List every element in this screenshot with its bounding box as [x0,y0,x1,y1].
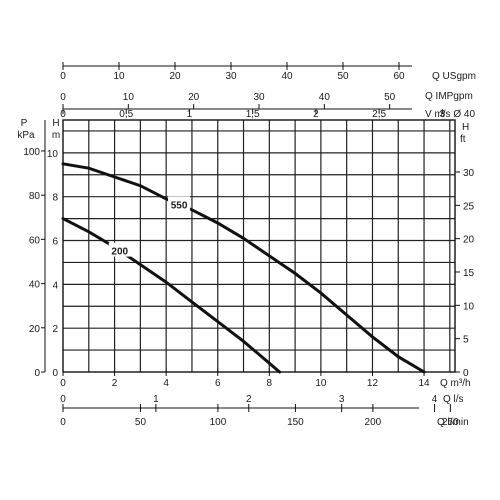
curve-label-550: 550 [171,200,188,211]
pressure-unit-label-line1: P [21,118,28,129]
flow-ls-axis-tick-label: 3 [339,394,345,405]
head-m-axis-tick-label: 2 [52,324,58,335]
velocity-axis-tick-label: 2 [313,109,319,120]
impgpm-axis-tick-label: 20 [188,92,200,103]
flow-lmin-unit-label: Q l/min [437,417,469,428]
flow-lmin-axis-tick-label: 250 [442,417,459,428]
flow-ls-axis-tick-label: 1 [153,394,159,405]
pressure-unit-label-line2: kPa [17,130,35,141]
head-m-axis-tick-label: 6 [52,237,58,248]
labels-layer: 0 10 20 30 40 50 600 10 20 30 40 500 0,5 1 1,5 2 2,5 3Q U… [17,71,476,428]
velocity-axis-tick-label: 1 [187,109,193,120]
impgpm-unit-label: Q IMPgpm [425,91,473,102]
usgpm-axis-tick-label: 10 [113,71,125,82]
velocity-axis-tick-label: 2,5 [372,109,386,120]
head-ft-unit-label-line1: H [462,122,469,133]
flow-ls-axis-tick-label: 2 [246,394,252,405]
usgpm-axis-tick-label: 30 [225,71,237,82]
flow-m3h-unit-label: Q m³/h [440,378,471,389]
flow-m3h-axis-tick-label: 12 [367,378,379,389]
flow-lmin-axis-tick-label: 100 [210,417,227,428]
head-ft-axis-tick-label: 0 [463,368,469,379]
head-ft-axis-tick-label: 10 [463,301,475,312]
curve-label-bg-200 [108,242,131,257]
velocity-axis-tick-label: 0 [60,109,66,120]
pressure-axis-tick-label: 60 [29,235,41,246]
flow-m3h-axis-tick-label: 0 [60,378,66,389]
usgpm-axis-tick-label: 40 [281,71,293,82]
flow-m3h-axis-tick-label: 2 [112,378,118,389]
curve-200 [61,217,282,374]
velocity-axis-tick-label: 0,5 [119,109,133,120]
head-ft-unit-label-line2: ft [460,134,466,145]
flow-lmin-axis-tick-label: 50 [135,417,147,428]
curves-layer [61,162,426,374]
pressure-axis-tick-label: 100 [23,147,40,158]
flow-m3h-axis-tick-label: 4 [163,378,169,389]
axes-layer [41,62,460,412]
pressure-axis-tick-label: 40 [29,280,41,291]
flow-m3h-axis-tick-label: 6 [215,378,221,389]
pressure-axis-tick-label: 20 [29,324,41,335]
head-m-unit-label-line2: m [52,130,60,141]
usgpm-axis-tick-label: 0 [60,71,66,82]
flow-lmin-axis-tick-label: 150 [287,417,304,428]
flow-m3h-axis-tick-label: 14 [418,378,430,389]
usgpm-axis-tick-label: 60 [393,71,405,82]
pressure-axis-tick-label: 80 [29,191,41,202]
flow-m3h-axis-tick-label: 8 [267,378,273,389]
grid-layer [62,119,456,373]
usgpm-axis-tick-label: 50 [337,71,349,82]
head-m-unit-label-line1: H [52,118,59,129]
impgpm-axis-tick-label: 10 [123,92,135,103]
curve-label-bg-550 [168,196,191,211]
flow-lmin-axis-tick-label: 200 [365,417,382,428]
flow-lmin-axis-tick-label: 0 [60,417,66,428]
head-ft-axis-tick-label: 30 [463,168,475,179]
head-ft-axis-tick-label: 5 [463,335,469,346]
impgpm-axis-tick-label: 50 [384,92,396,103]
head-m-axis-tick-label: 10 [47,149,59,160]
head-m-axis-tick-label: 0 [52,368,58,379]
head-ft-axis-tick-label: 25 [463,201,475,212]
head-m-axis-tick-label: 8 [52,193,58,204]
flow-ls-axis-tick-label: 0 [60,394,66,405]
velocity-axis-tick-label: 3 [440,109,446,120]
velocity-axis-tick-label: 1,5 [246,109,260,120]
impgpm-axis-tick-label: 30 [253,92,265,103]
impgpm-axis-tick-label: 40 [319,92,331,103]
usgpm-unit-label: Q USgpm [432,71,476,82]
head-ft-axis-tick-label: 15 [463,268,475,279]
head-m-axis-tick-label: 4 [52,280,58,291]
flow-ls-unit-label: Q l/s [443,394,464,405]
usgpm-axis-tick-label: 20 [169,71,181,82]
curve-label-200: 200 [111,247,128,258]
pressure-axis-tick-label: 0 [34,368,40,379]
flow-m3h-axis-tick-label: 10 [315,378,327,389]
velocity-unit-label: V m/s Ø 40 [425,109,475,120]
impgpm-axis-tick-label: 0 [60,92,66,103]
flow-ls-axis-tick-label: 4 [432,394,438,405]
head-ft-axis-tick-label: 20 [463,235,475,246]
plot-frame [62,119,456,373]
